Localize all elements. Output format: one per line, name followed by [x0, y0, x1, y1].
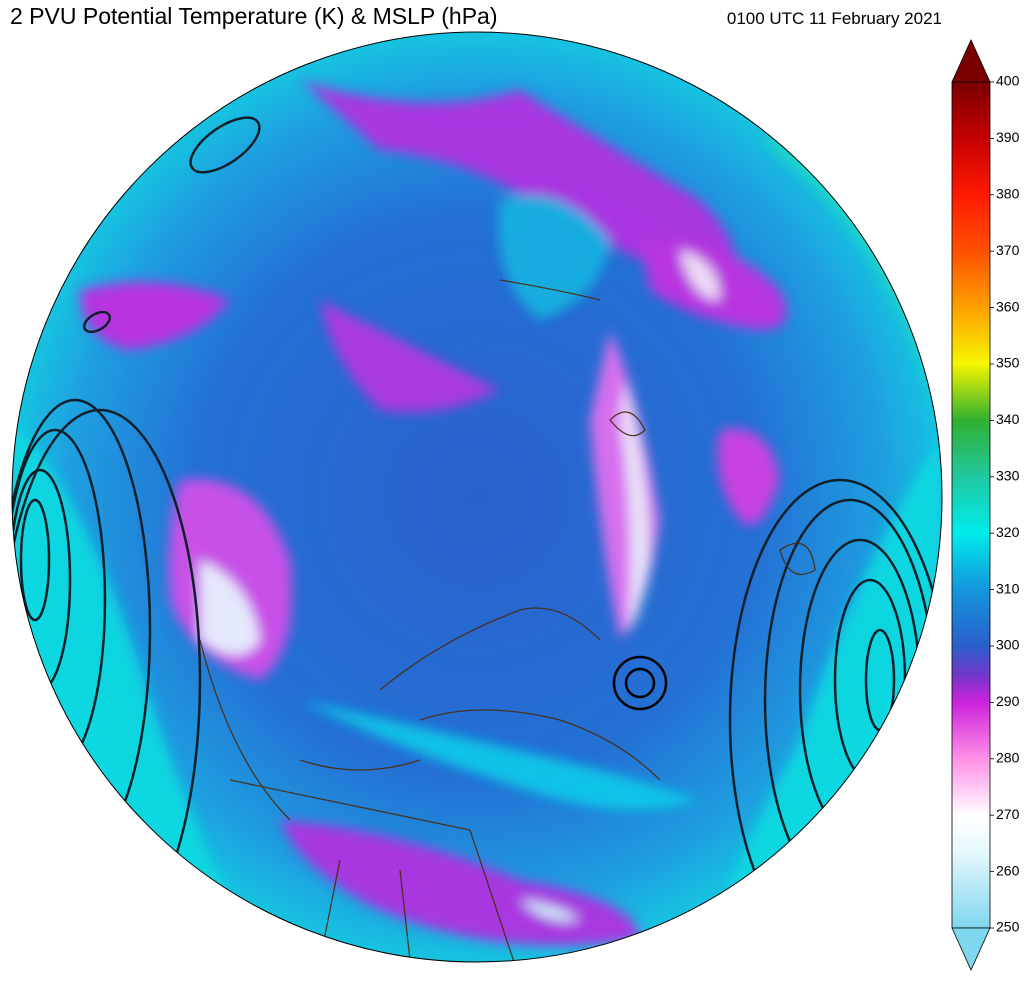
colorbar-tick-label: 370: [996, 242, 1020, 258]
colorbar-tick-label: 300: [996, 637, 1020, 653]
colorbar-tick-label: 350: [996, 355, 1020, 371]
colorbar-gradient: [951, 81, 991, 929]
colorbar: 250 260 270 280 290 300 310 320 330 340 350 360 370 3…: [951, 39, 1020, 971]
colorbar-tick-label: 360: [996, 298, 1020, 314]
colorbar-tick-label: 340: [996, 411, 1020, 427]
colorbar-tick-label: 320: [996, 524, 1020, 540]
colorbar-tick-label: 390: [996, 129, 1020, 145]
colorbar-tick-label: 290: [996, 693, 1020, 709]
title: 2 PVU Potential Temperature (K) & MSLP (…: [10, 3, 497, 29]
colorbar-tick-label: 270: [996, 806, 1020, 822]
colorbar-tick-label: 380: [996, 186, 1020, 202]
map-boundary: [11, 31, 943, 963]
colorbar-tick-label: 330: [996, 468, 1020, 484]
colorbar-tick-label: 260: [996, 862, 1020, 878]
colorbar-tick-label: 250: [996, 919, 1020, 935]
timestamp: 0100 UTC 11 February 2021: [727, 9, 942, 28]
colorbar-tick-label: 280: [996, 750, 1020, 766]
colorbar-tick-label: 310: [996, 580, 1020, 596]
colorbar-tick-label: 400: [996, 73, 1020, 89]
